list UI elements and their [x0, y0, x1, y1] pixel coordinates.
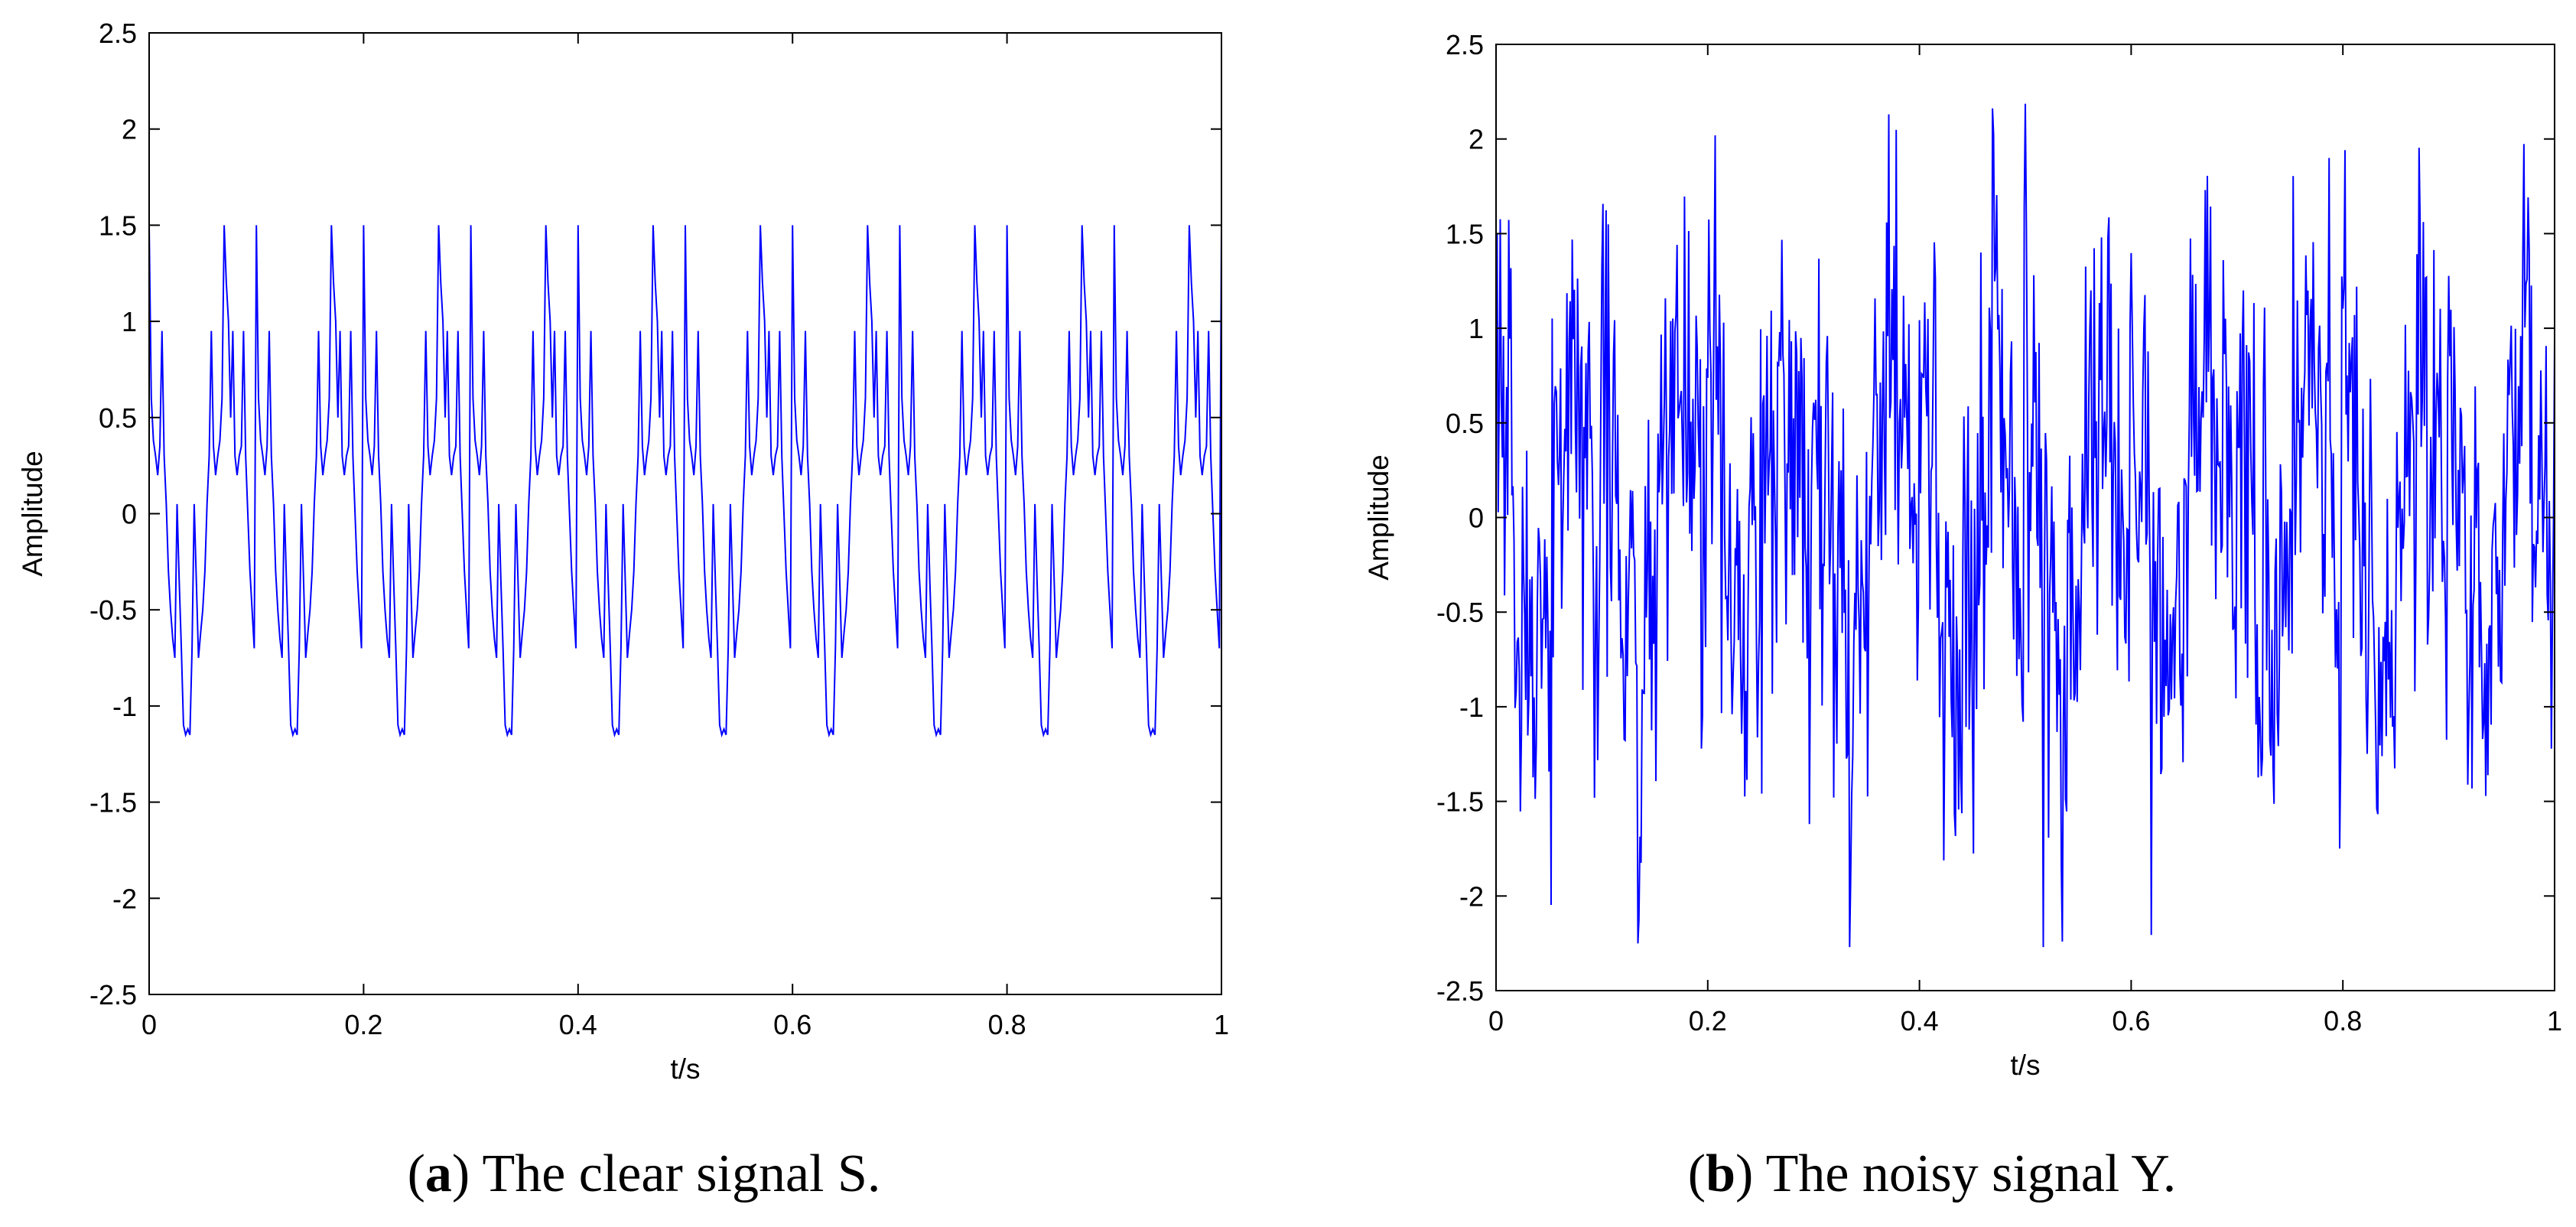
panel-b-ytick-label: 2.5	[1446, 29, 1484, 60]
panel-b-ytick-label: -0.5	[1436, 597, 1484, 628]
panel-a-xtick-label: 0.4	[559, 1009, 597, 1040]
panel-a-xtick-label: 1	[1214, 1009, 1229, 1040]
caption-a: (a) The clear signal S.	[407, 1144, 881, 1203]
panel-b-chart: 0 0.2 0.4 0.6 0.8 1 -2.5 -2 -1.5 -1 -0.5 0 0.5 1 1.5 2 2…	[1363, 29, 2562, 1081]
panel-b-ytick-label: -1.5	[1436, 786, 1484, 818]
panel-b-xtick-label: 1	[2547, 1005, 2562, 1037]
panel-a-xtick-label: 0	[141, 1009, 157, 1040]
panel-b-ytick-label: 0.5	[1446, 408, 1484, 439]
panel-a-ytick-label: -1.5	[89, 787, 137, 819]
panel-a-xtick-label: 0.6	[773, 1009, 812, 1040]
panel-b-xtick-label: 0	[1488, 1005, 1504, 1037]
panel-a-axes-frame	[148, 32, 1222, 995]
caption-a-text: The clear signal S.	[482, 1144, 881, 1203]
panel-b-xlabel: t/s	[2010, 1050, 2040, 1081]
panel-b-xtick-label: 0.8	[2324, 1005, 2362, 1037]
caption-b-text: The noisy signal Y.	[1765, 1144, 2177, 1203]
panel-a-ylabel: Amplitude	[17, 451, 48, 577]
panel-b-xtick-label: 0.6	[2112, 1005, 2150, 1037]
panel-b-ytick-label: -1	[1459, 692, 1484, 723]
panel-a-ytick-label: 0.5	[99, 402, 137, 434]
panel-b-series-line	[1495, 103, 2555, 948]
panel-b-xtick-label: 0.4	[1901, 1005, 1939, 1037]
panel-a-ytick-label: -1	[112, 691, 137, 722]
panel-a-ytick-label: 2	[122, 114, 137, 145]
panel-b-ytick-label: -2.5	[1436, 975, 1484, 1007]
panel-a-xtick-label: 0.2	[344, 1009, 382, 1040]
panel-b-ytick-label: 1.5	[1446, 218, 1484, 249]
panel-a-ytick-label: 1.5	[99, 210, 137, 241]
panel-a-ytick-label: 1	[122, 306, 137, 337]
panel-a-ytick-label: -0.5	[89, 594, 137, 626]
panel-b-ytick-label: -2	[1459, 880, 1484, 912]
panel-a-xlabel: t/s	[670, 1053, 700, 1085]
panel-a-ytick-label: 0	[122, 499, 137, 530]
caption-b-letter: b	[1706, 1144, 1736, 1203]
panel-b-ytick-label: 2	[1469, 124, 1484, 155]
panel-a-chart: 0 0.2 0.4 0.6 0.8 1 -2.5 -2 -1.5 -1 -0.5 0 0.5 1 1.5 2 2…	[17, 18, 1229, 1085]
panel-a-xtick-label: 0.8	[988, 1009, 1026, 1040]
panel-a-ytick-label: -2.5	[89, 979, 137, 1011]
panel-a-ytick-label: -2	[112, 883, 137, 914]
caption-b: (b) The noisy signal Y.	[1687, 1144, 2177, 1203]
caption-a-letter: a	[424, 1144, 452, 1203]
panel-a-series-line	[148, 225, 1222, 738]
panel-b-ytick-label: 1	[1469, 313, 1484, 344]
panel-b-xtick-label: 0.2	[1689, 1005, 1727, 1037]
panel-b-ytick-label: 0	[1469, 503, 1484, 534]
panel-b-ylabel: Amplitude	[1363, 454, 1394, 581]
panel-a-ytick-label: 2.5	[99, 18, 137, 49]
